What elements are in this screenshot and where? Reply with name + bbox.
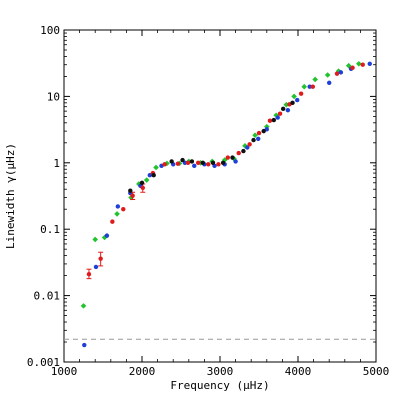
data-point-series-0 [143, 177, 150, 183]
data-point-series-1 [192, 163, 197, 169]
data-point-series-0 [301, 83, 308, 90]
data-point-series-0 [312, 76, 318, 83]
data-point-series-2 [98, 256, 103, 261]
y-tick-label: 0.1 [40, 223, 60, 236]
data-point-series-0 [324, 72, 331, 78]
data-point-series-2 [334, 71, 340, 76]
data-point-series-2 [360, 62, 365, 67]
data-point-series-3 [151, 173, 156, 178]
data-point-series-0 [252, 132, 258, 139]
data-point-series-1 [82, 342, 87, 348]
y-tick-label: 100 [40, 24, 60, 37]
data-point-series-2 [216, 162, 221, 167]
x-tick-label: 5000 [363, 365, 390, 378]
data-point-series-1 [147, 173, 152, 178]
y-tick-label: 0.01 [34, 290, 61, 303]
data-point-series-1 [233, 159, 238, 164]
data-point-series-1 [285, 107, 291, 113]
data-point-series-3 [128, 188, 133, 193]
data-point-series-3 [180, 157, 185, 163]
data-point-series-1 [104, 233, 110, 238]
data-point-series-3 [220, 160, 226, 165]
data-point-series-2 [175, 161, 181, 166]
y-tick-label: 0.001 [27, 356, 60, 369]
data-point-series-2 [110, 219, 115, 224]
data-point-series-1 [256, 136, 261, 141]
x-tick-label: 4000 [285, 365, 312, 378]
data-point-series-2 [195, 160, 201, 165]
data-point-series-0 [153, 164, 159, 171]
data-point-series-0 [80, 303, 87, 309]
data-point-series-2 [162, 162, 167, 167]
data-point-series-1 [307, 84, 312, 89]
data-point-series-0 [242, 143, 248, 149]
data-point-series-1 [93, 264, 99, 270]
plot-frame [63, 29, 377, 363]
data-point-series-2 [185, 160, 191, 165]
axes: 1000 2000 3000 4000 5000 0.001 0.01 0.1 1 10 100 [27, 24, 389, 378]
data-point-series-0 [221, 157, 228, 163]
data-point-series-3 [189, 159, 195, 164]
data-point-series-2 [206, 162, 211, 167]
x-tick-label: 1000 [51, 365, 78, 378]
data-point-series-2 [121, 207, 126, 212]
x-axis-label: Frequency (μHz) [170, 379, 269, 392]
data-points [80, 60, 372, 348]
data-point-series-1 [295, 97, 300, 103]
data-point-series-2 [225, 155, 230, 160]
data-point-series-0 [164, 160, 170, 167]
data-point-series-2 [236, 150, 241, 156]
data-point-series-2 [256, 130, 262, 136]
data-point-series-2 [277, 111, 283, 116]
data-point-series-1 [327, 80, 332, 86]
data-point-series-3 [169, 159, 174, 164]
data-point-series-2 [247, 142, 252, 147]
data-point-series-1 [245, 145, 250, 150]
data-point-series-3 [280, 106, 286, 112]
data-point-series-3 [261, 128, 266, 134]
data-point-series-2 [140, 185, 145, 191]
x-tick-label: 3000 [207, 365, 234, 378]
data-point-series-0 [291, 93, 297, 100]
data-point-series-1 [115, 204, 121, 209]
data-point-series-2 [350, 65, 355, 70]
data-point-series-2 [298, 91, 304, 96]
data-point-series-3 [139, 180, 145, 185]
data-point-series-3 [230, 155, 235, 160]
data-point-series-2 [130, 193, 135, 198]
data-point-series-3 [241, 148, 246, 154]
data-point-series-0 [128, 194, 134, 201]
data-point-series-2 [86, 272, 92, 277]
data-point-series-3 [271, 117, 277, 123]
data-point-series-1 [367, 61, 372, 66]
y-tick-label: 10 [47, 90, 60, 103]
data-point-series-0 [92, 236, 98, 243]
data-point-series-2 [267, 118, 273, 123]
x-tick-label: 2000 [129, 365, 156, 378]
data-point-series-2 [310, 84, 316, 89]
y-tick-label: 1 [53, 157, 60, 170]
data-point-series-3 [251, 137, 256, 143]
y-axis-label: Linewidth γ(μHz) [4, 143, 17, 249]
data-point-series-0 [356, 60, 362, 67]
data-point-series-1 [338, 70, 344, 75]
data-point-series-3 [290, 100, 295, 106]
data-point-series-3 [200, 160, 206, 165]
data-point-series-0 [283, 101, 290, 108]
data-point-series-3 [210, 160, 216, 165]
data-point-series-1 [275, 115, 280, 120]
data-point-series-0 [114, 211, 120, 217]
data-point-series-0 [264, 123, 270, 130]
